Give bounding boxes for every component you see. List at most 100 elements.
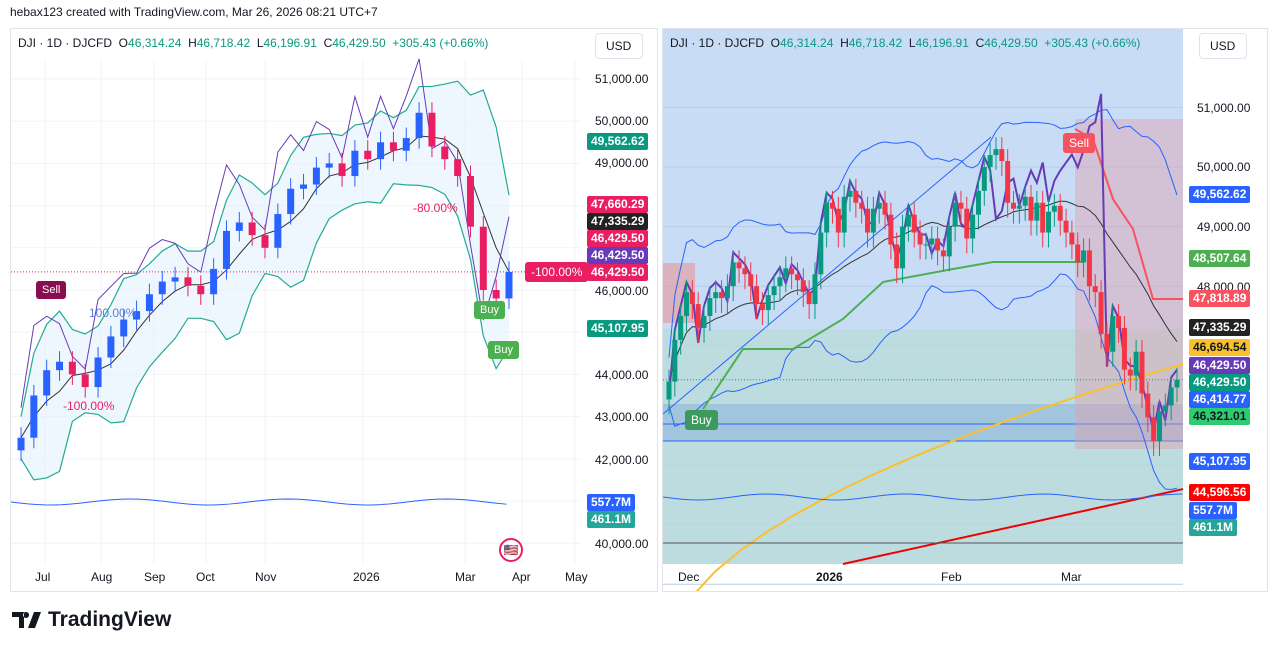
left-legend: DJI · 1D · DJCFD O46,314.24 H46,718.42 L… — [18, 36, 488, 50]
trailing-stop-line — [702, 261, 1083, 410]
open-value: 46,314.24 — [128, 36, 182, 50]
candle-body — [171, 277, 179, 282]
candle-body — [30, 395, 38, 438]
change-value: +305.43 (+0.66%) — [1044, 36, 1141, 50]
candle-body — [1104, 333, 1110, 352]
logo-text: TradingView — [48, 608, 172, 631]
candle-body — [742, 268, 748, 275]
candle-body — [1133, 351, 1139, 376]
candle-body — [454, 159, 462, 177]
left-chart-panel[interactable]: DJI · 1D · DJCFD O46,314.24 H46,718.42 L… — [10, 28, 658, 592]
price-axis-label: 46,000.00 — [595, 284, 649, 298]
candle-body — [68, 361, 76, 375]
candle-body — [158, 281, 166, 295]
tradingview-logo-icon — [12, 612, 41, 628]
candle-body — [841, 196, 847, 233]
candle-body — [466, 176, 474, 227]
candle-body — [754, 286, 760, 305]
candle-body — [911, 214, 917, 233]
time-axis-label: Feb — [941, 570, 962, 584]
close-label: C — [323, 36, 333, 50]
tradingview-logo[interactable]: TradingView — [12, 608, 171, 632]
candle-body — [929, 238, 935, 245]
price-badge: 46,694.54 — [1189, 339, 1251, 356]
price-badge: 461.1M — [1189, 519, 1238, 536]
price-badge: 49,562.62 — [587, 133, 649, 150]
candle-body — [806, 292, 812, 305]
us-flag-event-icon[interactable]: 🇺🇸 — [499, 538, 523, 562]
candle-body — [364, 150, 372, 160]
candle-body — [1110, 316, 1116, 352]
candle-body — [719, 292, 725, 299]
close-label: C — [975, 36, 985, 50]
trend-line — [842, 488, 1184, 565]
buy-signal: Buy — [474, 301, 505, 319]
price-badge: 48,507.64 — [1189, 250, 1251, 267]
candle-body — [859, 202, 865, 209]
candle-body — [684, 292, 690, 316]
candle-body — [1057, 205, 1063, 221]
candle-body — [389, 142, 397, 151]
candle-body — [1016, 205, 1022, 209]
candle-body — [730, 262, 736, 287]
candle-body — [428, 112, 436, 147]
candle-body — [1086, 250, 1092, 287]
candle-body — [197, 285, 205, 295]
candle-body — [133, 311, 141, 320]
time-axis-label: Nov — [255, 570, 277, 584]
price-badge: 557.7M — [587, 494, 636, 511]
open-value: 46,314.24 — [780, 36, 834, 50]
left-chart-canvas[interactable] — [11, 29, 657, 591]
low-value: 46,196.91 — [915, 36, 969, 50]
right-chart-canvas[interactable] — [663, 29, 1267, 591]
candle-body — [351, 150, 359, 177]
time-axis-label: Jul — [35, 570, 51, 584]
candle-body — [1075, 244, 1081, 263]
price-axis-label: 50,000.00 — [1197, 160, 1251, 174]
bollinger-upper-line — [668, 109, 1178, 358]
candle-body — [993, 149, 999, 156]
price-badge: 46,429.50 — [587, 264, 649, 281]
candle-body — [876, 202, 882, 209]
price-badge: 47,818.89 — [1189, 290, 1251, 307]
candle-body — [724, 286, 730, 299]
candle-body — [338, 163, 346, 177]
price-badge: 47,335.29 — [1189, 319, 1251, 336]
price-badge: 46,429.50 — [587, 230, 649, 247]
chart-credit: hebax123 created with TradingView.com, M… — [10, 5, 378, 19]
candle-body — [672, 339, 678, 382]
candle-body — [402, 138, 410, 151]
candle-body — [1121, 327, 1127, 370]
price-axis-label: 43,000.00 — [595, 410, 649, 424]
candle-body — [325, 163, 333, 168]
candle-body — [666, 381, 672, 400]
time-axis-label: Aug — [91, 570, 113, 584]
right-legend: DJI · 1D · DJCFD O46,314.24 H46,718.42 L… — [670, 36, 1140, 50]
candle-body — [695, 304, 701, 328]
candle-body — [975, 190, 981, 215]
cloud-fill — [663, 329, 1183, 564]
time-axis-label: Dec — [678, 570, 700, 584]
candle-body — [935, 238, 941, 251]
candle-body — [905, 214, 911, 227]
candle-body — [248, 222, 256, 236]
right-chart-panel[interactable]: DJI · 1D · DJCFD O46,314.24 H46,718.42 L… — [662, 28, 1268, 592]
candle-body — [765, 295, 771, 311]
candle-body — [300, 184, 308, 189]
low-label: L — [256, 36, 264, 50]
currency-button[interactable]: USD — [1199, 33, 1247, 59]
candle-body — [1034, 202, 1040, 221]
high-value: 46,718.42 — [848, 36, 903, 50]
candle-body — [1028, 196, 1034, 221]
open-label: O — [118, 36, 129, 50]
candle-body — [17, 437, 25, 451]
candle-body — [274, 214, 282, 248]
currency-button[interactable]: USD — [595, 33, 643, 59]
candle-body — [812, 274, 818, 305]
percent-label: -100.00% — [63, 399, 115, 413]
low-value: 46,196.91 — [263, 36, 317, 50]
candle-body — [870, 208, 876, 233]
candle-body — [713, 292, 719, 299]
candle-body — [415, 112, 423, 139]
high-label: H — [840, 36, 849, 50]
